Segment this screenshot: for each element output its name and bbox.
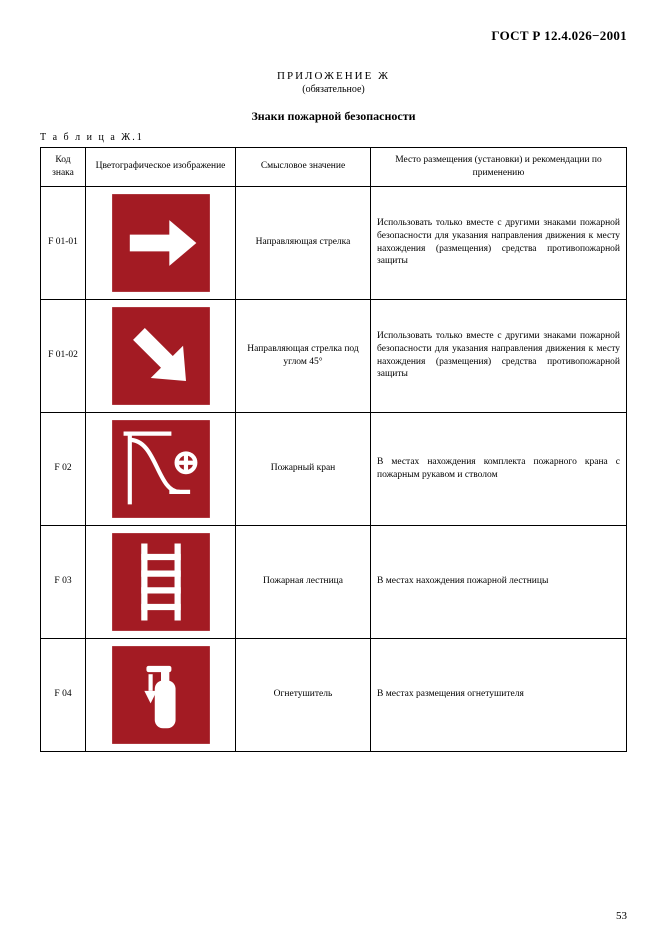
col-image: Цветографическое изображение	[86, 148, 236, 187]
sign-placement: Использовать только вместе с другими зна…	[371, 299, 627, 412]
table-row: F 01-02 Направляющая стрелка под углом 4…	[41, 299, 627, 412]
table-row: F 01-01 Направляющая стрелкаИспользовать…	[41, 186, 627, 299]
col-placement: Место размещения (установки) и рекоменда…	[371, 148, 627, 187]
arrow-diag-icon	[109, 304, 213, 408]
page: ГОСТ Р 12.4.026−2001 ПРИЛОЖЕНИЕ Ж (обяза…	[0, 0, 661, 936]
section-title: Знаки пожарной безопасности	[40, 109, 627, 124]
table-header-row: Код знака Цветографическое изображение С…	[41, 148, 627, 187]
sign-code: F 01-02	[41, 299, 86, 412]
table-caption: Т а б л и ц а Ж.1	[40, 132, 627, 143]
sign-placement: Использовать только вместе с другими зна…	[371, 186, 627, 299]
fire-hose-icon	[109, 417, 213, 521]
sign-code: F 01-01	[41, 186, 86, 299]
sign-meaning: Направляющая стрелка	[236, 186, 371, 299]
table-row: F 04 ОгнетушительВ местах размещения огн…	[41, 638, 627, 751]
appendix-subtitle: (обязательное)	[40, 84, 627, 95]
sign-meaning: Пожарная лестница	[236, 525, 371, 638]
table-row: F 02 Пожарный кранВ местах нахождения ко…	[41, 412, 627, 525]
col-meaning: Смысловое значение	[236, 148, 371, 187]
table-row: F 03 Пожарная лестницаВ местах нахождени…	[41, 525, 627, 638]
page-number: 53	[616, 910, 627, 922]
sign-placement: В местах нахождения комплекта пожарного …	[371, 412, 627, 525]
sign-pictogram	[86, 186, 236, 299]
sign-pictogram	[86, 525, 236, 638]
sign-placement: В местах размещения огнетушителя	[371, 638, 627, 751]
document-code: ГОСТ Р 12.4.026−2001	[40, 28, 627, 44]
appendix-title: ПРИЛОЖЕНИЕ Ж	[40, 70, 627, 82]
sign-code: F 03	[41, 525, 86, 638]
sign-meaning: Направляющая стрелка под углом 45°	[236, 299, 371, 412]
sign-code: F 02	[41, 412, 86, 525]
arrow-right-icon	[109, 191, 213, 295]
extinguisher-icon	[109, 643, 213, 747]
sign-meaning: Пожарный кран	[236, 412, 371, 525]
sign-pictogram	[86, 299, 236, 412]
sign-code: F 04	[41, 638, 86, 751]
sign-placement: В местах нахождения пожарной лестницы	[371, 525, 627, 638]
sign-pictogram	[86, 412, 236, 525]
sign-meaning: Огнетушитель	[236, 638, 371, 751]
sign-pictogram	[86, 638, 236, 751]
signs-table: Код знака Цветографическое изображение С…	[40, 147, 627, 752]
col-code: Код знака	[41, 148, 86, 187]
ladder-icon	[109, 530, 213, 634]
